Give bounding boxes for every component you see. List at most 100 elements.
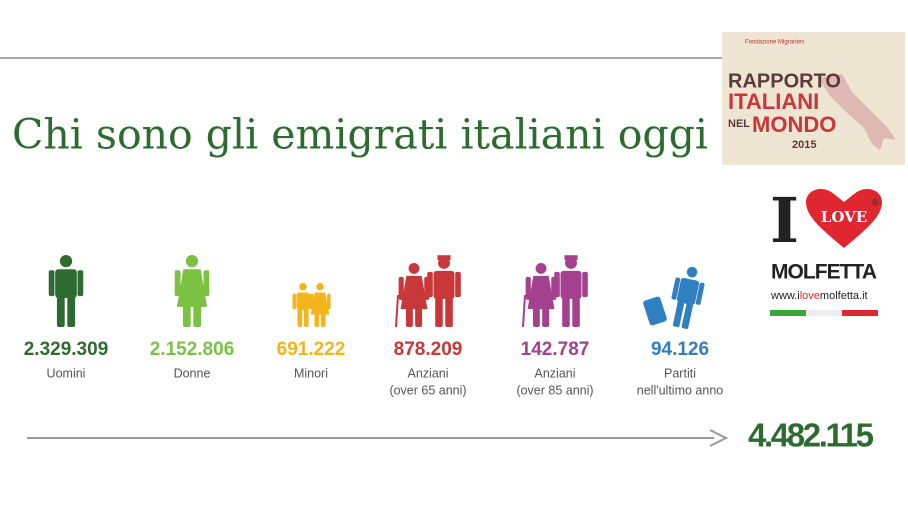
report-line: ITALIANI	[728, 89, 819, 114]
group-label: nell'ultimo anno	[637, 383, 724, 397]
flag-green	[770, 310, 806, 316]
icon-arm	[582, 271, 588, 298]
icon-head	[535, 263, 547, 274]
logo-url-part: molfetta.it	[820, 290, 868, 302]
group: 691.222 Minori	[277, 283, 346, 380]
group-label: Partiti	[664, 366, 696, 380]
icon-arm	[455, 271, 461, 298]
total: 4.482.115	[748, 417, 874, 454]
icon-head	[299, 283, 307, 291]
icon-leg	[672, 301, 685, 328]
icon-cane	[395, 294, 399, 328]
logo-name: MOLFETTA	[771, 261, 877, 284]
group-value: 691.222	[277, 339, 346, 360]
icon-arm	[203, 270, 210, 297]
icon-leg	[572, 297, 580, 327]
icon-traveler	[671, 266, 705, 329]
icon-head	[185, 255, 199, 268]
icon-leg	[320, 313, 326, 327]
group-label: Anziani	[535, 366, 576, 380]
logo-reg: ®	[872, 197, 879, 207]
icon-dress	[310, 292, 330, 315]
icon-leg	[445, 297, 453, 327]
icon-head	[408, 263, 420, 274]
report-line: NEL	[728, 118, 750, 130]
icon-leg	[562, 297, 570, 327]
icon-arm	[525, 276, 531, 300]
icon-leg	[193, 305, 202, 327]
report-org: Fondazione Migrantes	[745, 40, 804, 46]
icon-torso	[55, 269, 77, 299]
group: 2.329.309 Uomini	[24, 255, 109, 380]
molfetta-logo: I LOVE ® MOLFETTA www.ilovemolfetta.it	[770, 184, 882, 316]
icon-dress	[176, 269, 208, 307]
icon-leg	[67, 296, 76, 327]
icon-hat	[437, 255, 451, 260]
icon-torso	[433, 270, 455, 299]
group-label: Donne	[174, 366, 211, 380]
icon-arm	[398, 276, 404, 300]
icon-leg	[182, 305, 191, 327]
icon-leg	[435, 297, 443, 327]
icon-head	[59, 255, 73, 268]
icon-leg	[532, 307, 540, 327]
group-label: (over 85 anni)	[516, 383, 593, 397]
group-label: (over 65 anni)	[389, 383, 466, 397]
icon-head	[686, 266, 698, 278]
icon-leg	[415, 307, 423, 327]
italy-shape	[818, 74, 896, 150]
icon-leg	[56, 296, 65, 327]
flag-white	[806, 310, 842, 316]
logo-url: www.ilovemolfetta.it	[770, 290, 868, 302]
icon-torso	[560, 270, 582, 299]
group: 878.209 Anziani (over 65 anni)	[389, 255, 467, 397]
total-arrow-head	[709, 429, 729, 447]
icon-leg	[681, 302, 693, 329]
icon-arm	[48, 270, 55, 297]
group-label: Anziani	[408, 366, 449, 380]
logo-i: I	[770, 184, 799, 257]
icon-dress	[400, 275, 428, 310]
report-year: 2015	[792, 139, 816, 151]
icon-arm	[671, 277, 681, 300]
icon-arm	[554, 271, 560, 298]
icon-leg	[303, 309, 309, 327]
report-line: RAPPORTO	[728, 70, 841, 92]
icon-arm	[327, 293, 331, 310]
icon-arm	[174, 270, 181, 297]
group: 2.152.806 Donne	[150, 255, 235, 380]
icon-arm	[292, 293, 296, 310]
report-logo: Fondazione Migrantes RAPPORTO ITALIANI N…	[722, 32, 905, 165]
group-value: 2.329.309	[24, 339, 109, 360]
group-value: 2.152.806	[150, 339, 235, 360]
group-value: 878.209	[394, 339, 463, 360]
logo-url-part: www.i	[770, 290, 800, 302]
group-label: Minori	[294, 366, 328, 380]
group-value: 142.787	[521, 339, 590, 360]
icon-arm	[427, 271, 433, 298]
icon-torso	[676, 277, 700, 305]
flag-red	[842, 310, 878, 316]
logo-url-part: love	[800, 290, 820, 302]
group: 142.787 Anziani (over 85 anni)	[516, 255, 594, 397]
icon-torso	[296, 292, 310, 311]
icon-dress	[527, 275, 555, 310]
group: 94.126 Partiti nell'ultimo anno	[637, 266, 724, 397]
icon-arm	[309, 293, 313, 310]
icon-arm	[695, 282, 705, 305]
icon-leg	[405, 307, 413, 327]
icon-leg	[314, 313, 320, 327]
report-line: MONDO	[752, 112, 836, 137]
icon-suitcase	[643, 296, 667, 326]
icon-cane	[522, 294, 526, 328]
title: Chi sono gli emigrati italiani oggi	[12, 111, 708, 159]
icon-arm	[77, 270, 84, 297]
icon-leg	[297, 309, 303, 327]
icon-hat	[564, 255, 578, 260]
icon-head	[316, 283, 324, 291]
logo-heart	[806, 188, 882, 248]
group-label: Uomini	[47, 366, 86, 380]
group-value: 94.126	[651, 339, 709, 360]
